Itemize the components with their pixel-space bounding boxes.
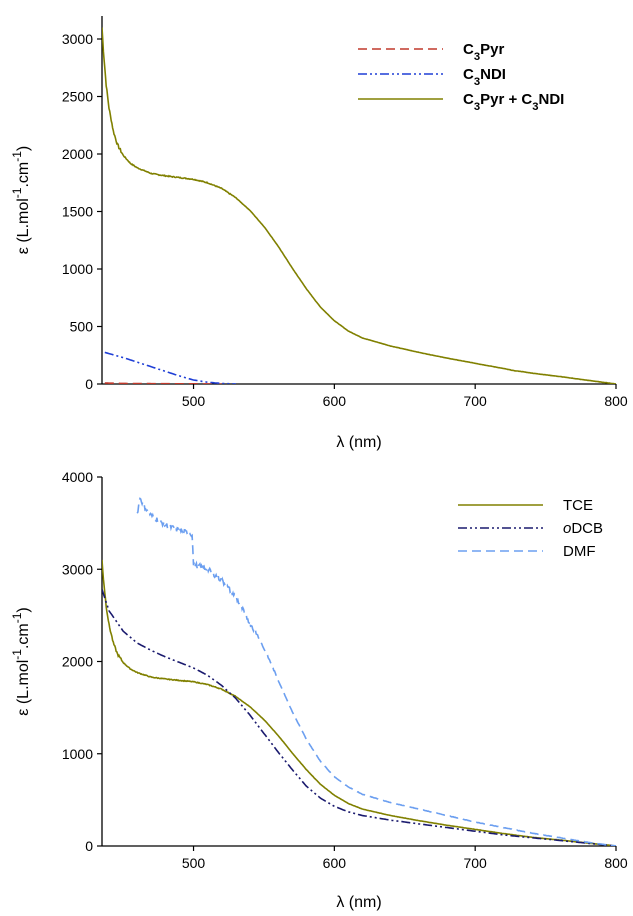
- legend-label: DMF: [563, 543, 596, 560]
- x-tick-label: 600: [323, 393, 347, 409]
- legend-label: C3Pyr + C3NDI: [463, 91, 564, 113]
- x-tick-label: 600: [323, 855, 347, 871]
- x-tick-label: 800: [604, 393, 628, 409]
- y-tick-label: 0: [85, 376, 93, 392]
- y-tick-label: 3000: [62, 561, 93, 577]
- chart-panel-2: 0 1000 2000 3000 4000 500 600 700 800 λ (nm) ε (L.…: [10, 469, 628, 911]
- x-tick-label: 700: [463, 855, 487, 871]
- y-tick-label: 1000: [62, 746, 93, 762]
- legend-label: oDCB: [563, 520, 603, 537]
- y-tick-label: 2000: [62, 146, 93, 162]
- series-line-c3pyr-c3ndi: [102, 27, 617, 384]
- y-tick-label: 1000: [62, 261, 93, 277]
- y-axis-title: ε (L.mol-1.cm-1): [10, 146, 32, 254]
- legend-label: TCE: [563, 497, 593, 514]
- x-axis-title: λ (nm): [336, 894, 381, 911]
- y-tick-label: 2500: [62, 89, 93, 105]
- x-tick-label: 500: [182, 855, 206, 871]
- y-tick-label: 4000: [62, 469, 93, 485]
- y-tick-label: 0: [85, 838, 93, 854]
- series-line-tce: [102, 559, 616, 846]
- y-tick-label: 1500: [62, 204, 93, 220]
- x-tick-label: 500: [182, 393, 206, 409]
- series-line-c3pyr: [104, 382, 222, 384]
- x-tick-label: 800: [604, 855, 628, 871]
- legend-label: C3Pyr: [463, 41, 504, 63]
- x-tick-label: 700: [463, 393, 487, 409]
- series-line-odcb: [102, 589, 617, 846]
- x-axis-title: λ (nm): [336, 434, 381, 451]
- y-tick-label: 3000: [62, 31, 93, 47]
- series-line-dmf: [136, 497, 617, 846]
- chart-panel-1: 0 500 1000 1500 2000 2500 3000 500 600 700 800 λ (n…: [10, 16, 628, 451]
- series-line-c3ndi: [104, 351, 236, 384]
- y-axis-title: ε (L.mol-1.cm-1): [10, 607, 32, 715]
- legend-label: C3NDI: [463, 66, 506, 88]
- y-tick-label: 500: [70, 319, 94, 335]
- y-tick-label: 2000: [62, 654, 93, 670]
